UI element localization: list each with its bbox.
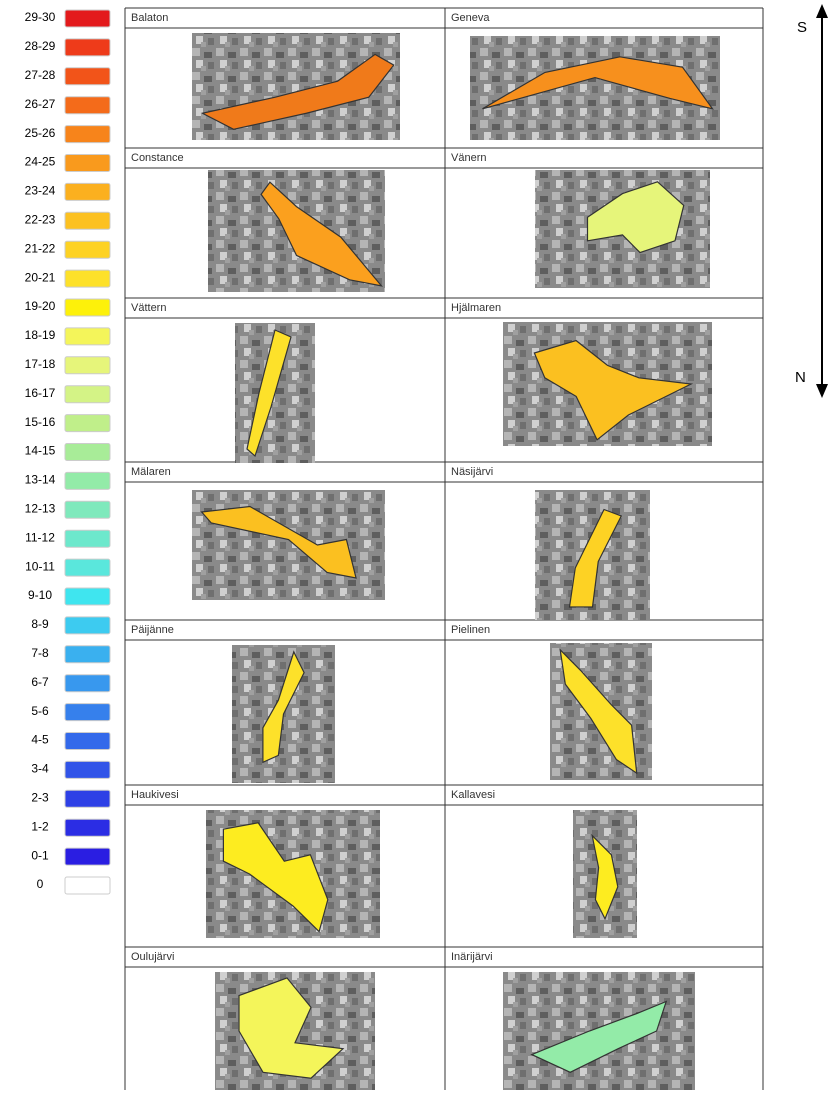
lake-name: Hjälmaren	[451, 302, 501, 314]
legend-swatch	[64, 269, 111, 288]
legend-swatch	[64, 327, 111, 346]
lake-temperature	[530, 1000, 668, 1073]
legend-swatch	[64, 385, 111, 404]
arrow-head	[816, 4, 828, 18]
legend-swatch	[64, 182, 111, 201]
legend-label: 20-21	[25, 270, 56, 284]
legend-swatch	[64, 876, 111, 895]
legend-swatch	[64, 587, 111, 606]
legend-label: 22-23	[25, 212, 56, 226]
lake-name: Mälaren	[131, 466, 171, 478]
satellite-image	[192, 490, 385, 600]
legend-label: 0	[37, 877, 44, 891]
legend-swatch	[64, 356, 111, 375]
lake-temperature	[568, 508, 623, 608]
legend-swatch	[64, 38, 111, 57]
lake-temperature	[533, 339, 694, 441]
lake-temperature	[559, 648, 638, 775]
legend-swatch	[64, 703, 111, 722]
legend-swatch	[64, 240, 111, 259]
legend-swatch	[64, 9, 111, 28]
legend-swatch	[64, 211, 111, 230]
legend-label: 13-14	[25, 473, 56, 487]
legend-label: 11-12	[25, 530, 55, 544]
legend-swatch	[64, 760, 111, 779]
lake-name: Oulujärvi	[131, 951, 174, 963]
legend-swatch	[64, 414, 111, 433]
lake-name: Balaton	[131, 12, 168, 24]
lake-temperature	[222, 822, 329, 933]
legend-swatch	[64, 732, 111, 750]
legend-label: 27-28	[25, 68, 56, 82]
legend-label: 28-29	[25, 39, 56, 53]
legend-swatch	[64, 558, 111, 577]
lake-name: Constance	[131, 152, 184, 164]
legend-label: 6-7	[31, 675, 49, 689]
legend-label: 17-18	[25, 357, 56, 371]
legend-swatch	[64, 645, 111, 664]
legend-swatch	[64, 298, 111, 317]
legend-swatch	[64, 674, 111, 693]
legend-label: 18-19	[25, 328, 56, 342]
legend-swatch	[64, 500, 111, 519]
lake-name: Pielinen	[451, 624, 490, 636]
legend-swatch	[64, 529, 111, 548]
legend-label: 25-26	[25, 126, 56, 140]
legend-swatch	[64, 847, 111, 866]
legend-swatch	[64, 818, 111, 837]
legend-label: 15-16	[25, 415, 56, 429]
lake-name: Inärijärvi	[451, 951, 493, 963]
lake-temperature	[238, 977, 345, 1079]
legend-label: 1-2	[31, 819, 49, 833]
arrow-head	[816, 384, 828, 398]
lake-name: Geneva	[451, 12, 490, 24]
lake-temperature	[482, 56, 714, 110]
legend-label: 19-20	[25, 299, 56, 313]
legend-label: 16-17	[25, 386, 56, 400]
legend-label: 26-27	[25, 97, 56, 111]
legend-label: 10-11	[25, 559, 55, 573]
legend-label: 24-25	[25, 155, 56, 169]
legend-label: 0-1	[31, 848, 49, 862]
legend-label: 2-3	[31, 790, 49, 804]
lake-temperature	[262, 650, 305, 764]
legend-label: 3-4	[31, 762, 49, 776]
lake-name: Vänern	[451, 152, 486, 164]
lake-name: Näsijärvi	[451, 466, 493, 478]
legend-label: 23-24	[25, 184, 56, 198]
lake-temperature	[200, 53, 395, 130]
lake-name: Päijänne	[131, 624, 174, 636]
lake-temperature	[591, 833, 619, 921]
lake-temperature	[260, 181, 383, 287]
lake-name: Kallavesi	[451, 789, 495, 801]
legend-label: 29-30	[25, 10, 56, 24]
compass-label: S	[797, 19, 807, 36]
lake-name: Vättern	[131, 302, 166, 314]
legend-swatch	[64, 96, 111, 115]
lake-temperature	[586, 181, 685, 254]
legend-label: 7-8	[31, 646, 49, 660]
lake-temperature	[246, 329, 292, 458]
legend-swatch	[64, 471, 111, 490]
legend-swatch	[64, 154, 111, 172]
legend-label: 14-15	[25, 444, 56, 458]
legend-label: 8-9	[31, 617, 49, 631]
legend-label: 4-5	[31, 733, 49, 747]
compass-label: N	[795, 369, 806, 386]
legend-label: 12-13	[25, 501, 56, 515]
legend-swatch	[64, 125, 111, 144]
legend-label: 5-6	[31, 704, 49, 718]
lake-name: Haukivesi	[131, 789, 179, 801]
legend-label: 9-10	[28, 588, 52, 602]
legend-swatch	[64, 443, 111, 461]
legend-swatch	[64, 67, 111, 86]
legend-swatch	[64, 789, 111, 808]
legend-swatch	[64, 616, 111, 635]
lake-temperature	[200, 505, 357, 579]
legend-label: 21-22	[25, 241, 56, 255]
